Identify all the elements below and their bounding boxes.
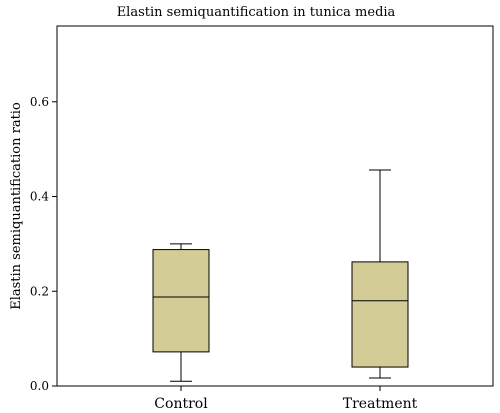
y-axis: 0.0 0.2 0.4 0.6 <box>30 95 57 393</box>
x-tick-label: Treatment <box>343 396 418 412</box>
box-control <box>152 243 210 382</box>
plot-frame <box>56 25 494 387</box>
y-axis-label: Elastin semiquantification ratio <box>9 102 24 310</box>
y-tick-label: 0.2 <box>30 284 49 298</box>
y-tick-label: 0.0 <box>30 379 49 393</box>
chart-title: Elastin semiquantification in tunica med… <box>117 5 396 20</box>
y-tick-label: 0.6 <box>30 95 49 109</box>
x-axis: Control Treatment <box>154 386 418 412</box>
boxes <box>152 169 409 382</box>
box-treatment <box>351 169 409 379</box>
box-iqr <box>351 261 409 368</box>
box-iqr <box>152 249 210 353</box>
y-tick-label: 0.4 <box>30 190 49 204</box>
x-tick-label: Control <box>154 396 208 412</box>
